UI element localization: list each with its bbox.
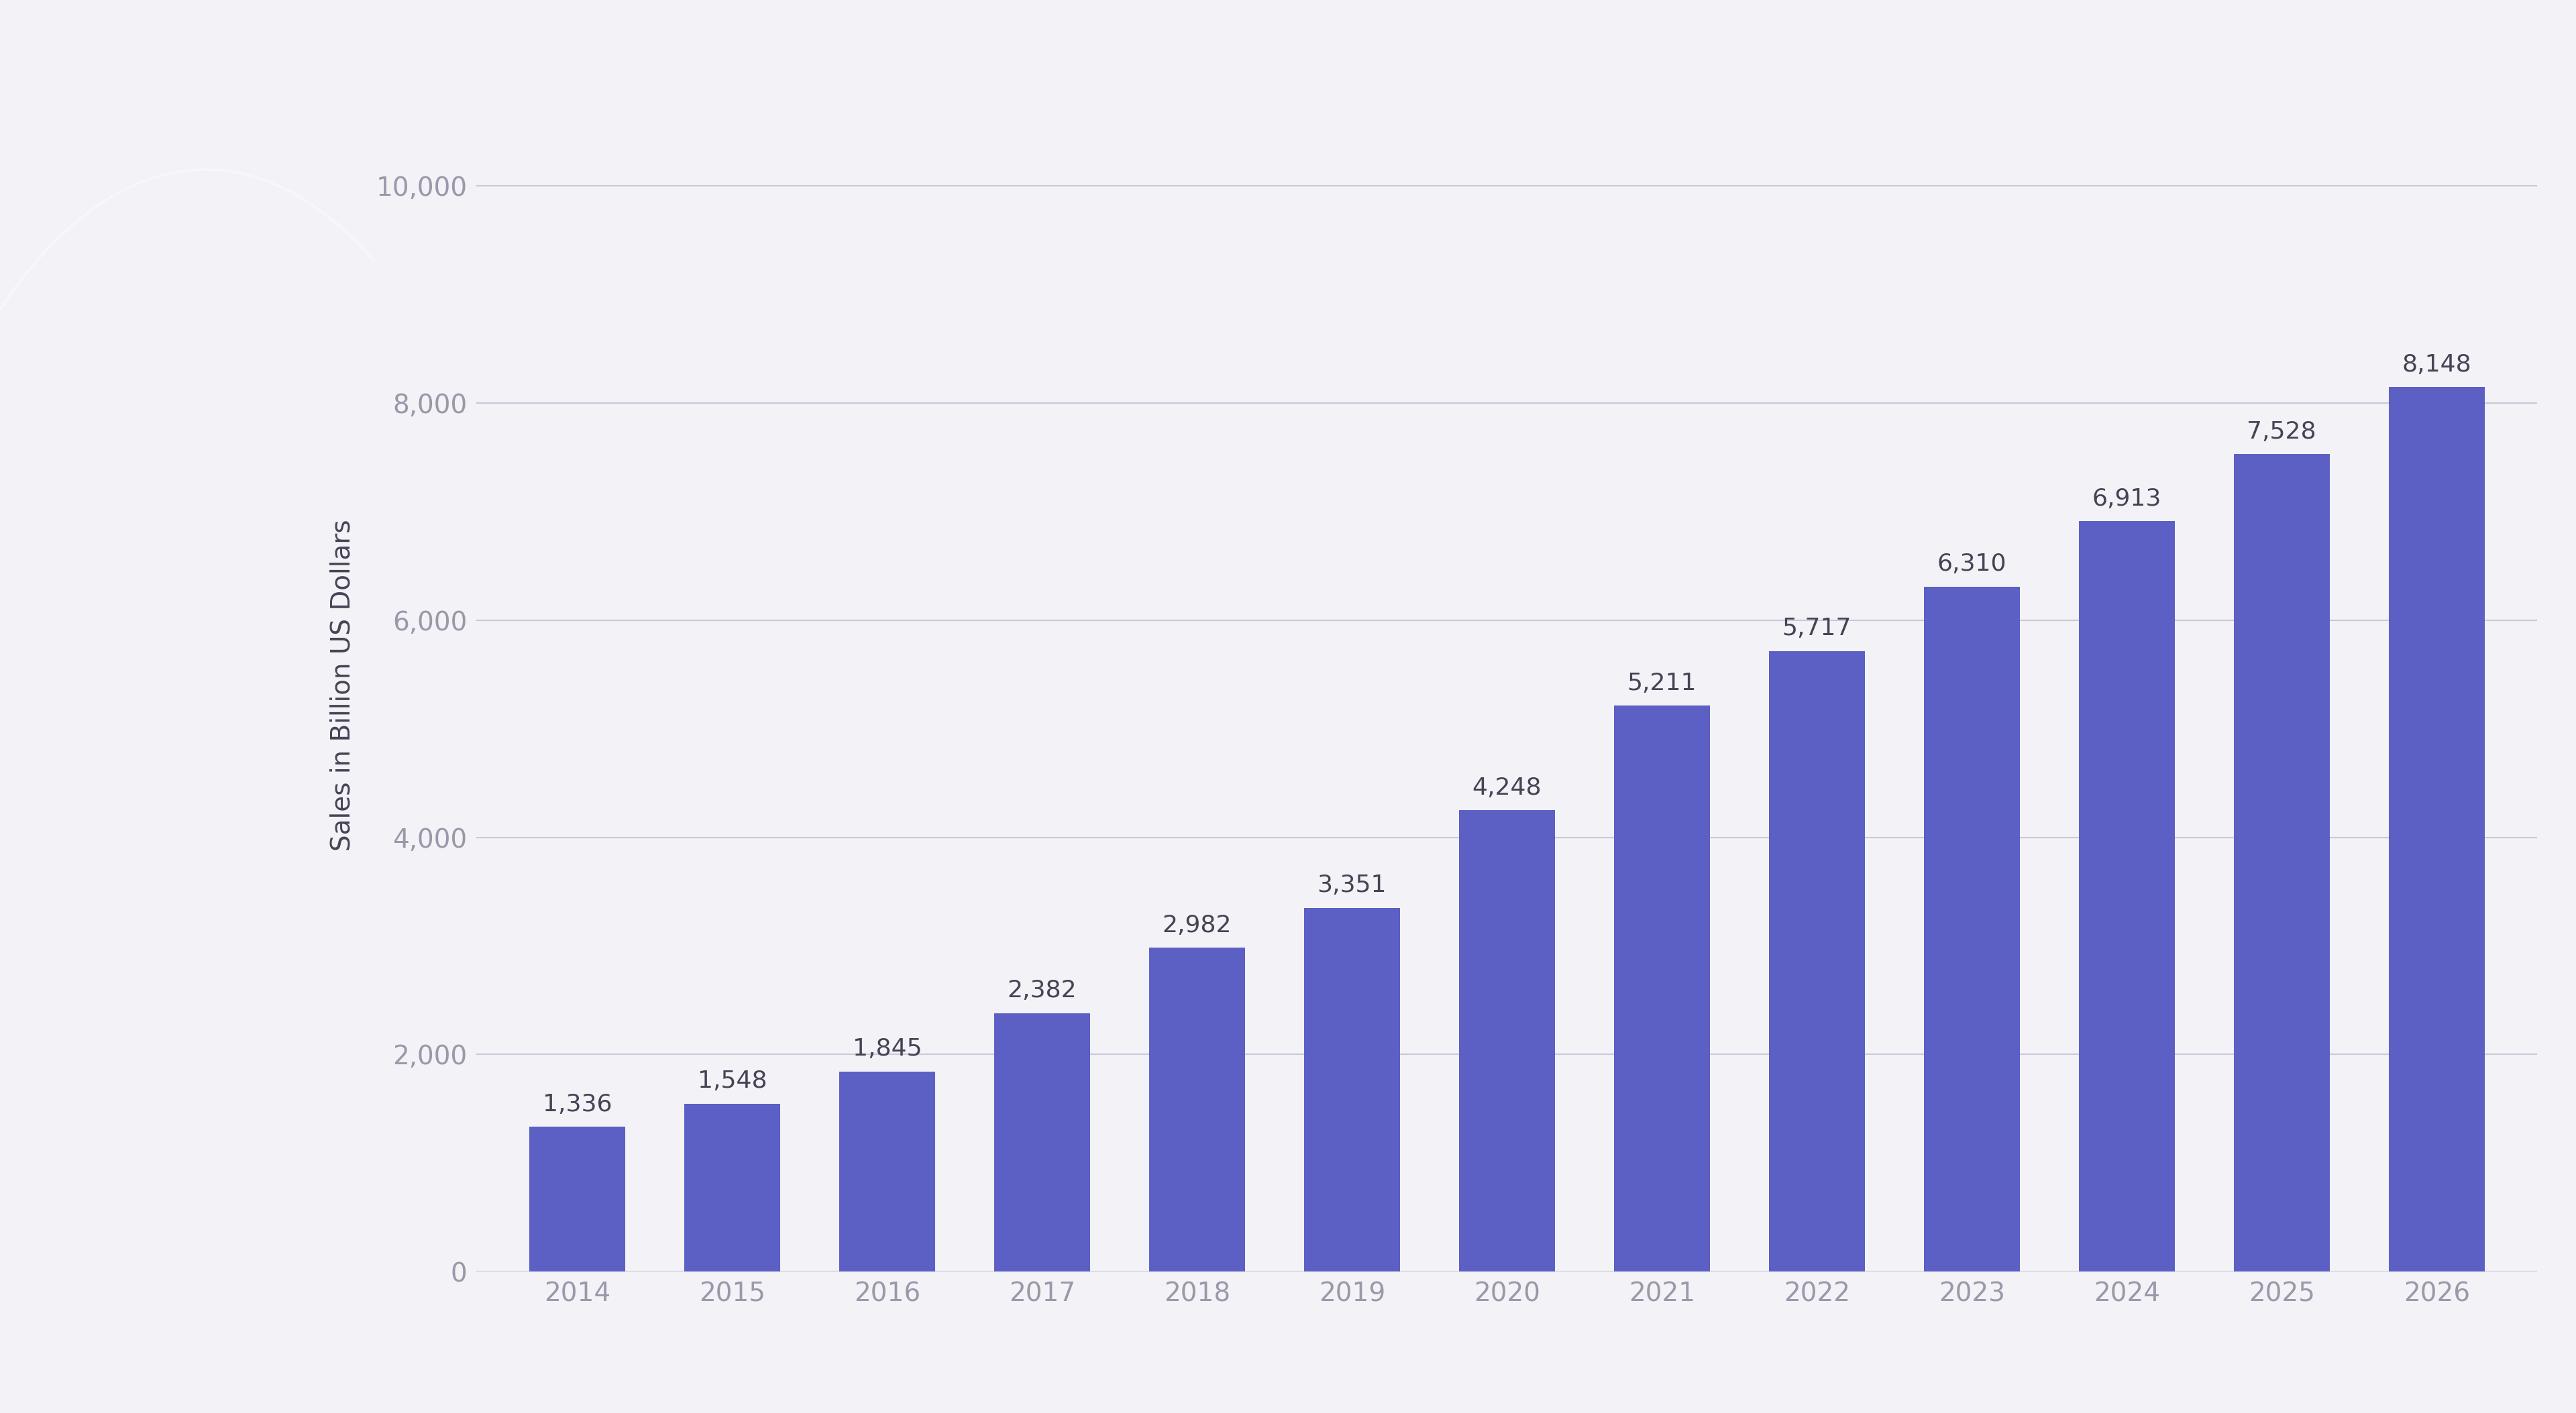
Bar [2079,521,2174,1272]
Bar [2233,454,2329,1272]
Bar [1458,811,1556,1272]
Text: 2,982: 2,982 [1162,914,1231,937]
Text: 5,211: 5,211 [1628,673,1698,695]
Bar [994,1013,1090,1272]
Bar [685,1104,781,1272]
Bar [1924,586,2020,1272]
Text: 1,336: 1,336 [544,1094,613,1116]
Bar [528,1126,626,1272]
Text: 1,845: 1,845 [853,1037,922,1061]
Text: 6,310: 6,310 [1937,552,2007,575]
Text: 3,351: 3,351 [1316,875,1386,897]
Text: 5,717: 5,717 [1783,617,1852,640]
Y-axis label: Sales in Billion US Dollars: Sales in Billion US Dollars [330,520,355,851]
Bar [840,1071,935,1272]
Text: 8,148: 8,148 [2401,353,2470,376]
Text: 6,913: 6,913 [2092,487,2161,510]
Text: 1,548: 1,548 [698,1070,768,1092]
Bar [1303,907,1399,1272]
Text: 7,528: 7,528 [2246,421,2316,444]
Bar [2388,387,2486,1272]
Bar [1615,706,1710,1272]
Bar [1149,948,1244,1272]
Text: 2,382: 2,382 [1007,979,1077,1002]
Bar [1770,651,1865,1272]
Text: 4,248: 4,248 [1473,777,1540,800]
